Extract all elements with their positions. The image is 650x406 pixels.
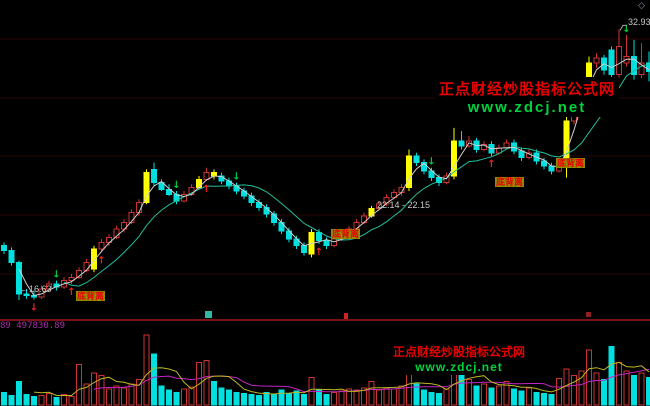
svg-text:↓: ↓ — [52, 270, 60, 281]
svg-text:↓: ↓ — [427, 157, 435, 168]
divergence-label: 底背离 — [495, 177, 525, 187]
price-label-low: ←16.63 — [20, 284, 52, 294]
corner-diamond-icon: ◇ — [638, 0, 645, 10]
svg-text:↑: ↑ — [97, 255, 105, 266]
svg-text:↑: ↑ — [202, 184, 210, 195]
svg-text:↓: ↓ — [172, 180, 180, 191]
svg-text:↑: ↑ — [67, 287, 75, 298]
divergence-label: 底背离 — [76, 291, 106, 301]
event-marker-darkred — [586, 312, 591, 317]
watermark-site-url: www.zdcj.net — [415, 360, 503, 374]
divergence-label: 底背离 — [331, 229, 361, 239]
svg-text:↑: ↑ — [487, 159, 495, 170]
event-marker-red — [344, 313, 348, 319]
svg-text:↓: ↓ — [232, 172, 240, 183]
watermark-site-name: 正点财经炒股指标公式网 — [392, 345, 525, 359]
price-label-gap: 22.14 - 22.15 — [377, 200, 431, 210]
svg-text:↓: ↓ — [622, 24, 630, 35]
watermark-bottom: 正点财经炒股指标公式网 www.zdcj.net — [381, 342, 537, 375]
watermark-site-url: www.zdcj.net — [467, 99, 587, 116]
divergence-label: 底背离 — [556, 158, 586, 168]
watermark-top: 正点财经炒股指标公式网 www.zdcj.net — [435, 77, 619, 117]
event-marker-teal — [205, 311, 212, 318]
volume-readout: 89 497830.89 — [0, 321, 66, 331]
watermark-site-name: 正点财经炒股指标公式网 — [438, 81, 615, 98]
price-label-high: 32.93 — [628, 17, 650, 27]
svg-text:↓: ↓ — [30, 303, 38, 314]
svg-text:↑: ↑ — [315, 247, 323, 258]
